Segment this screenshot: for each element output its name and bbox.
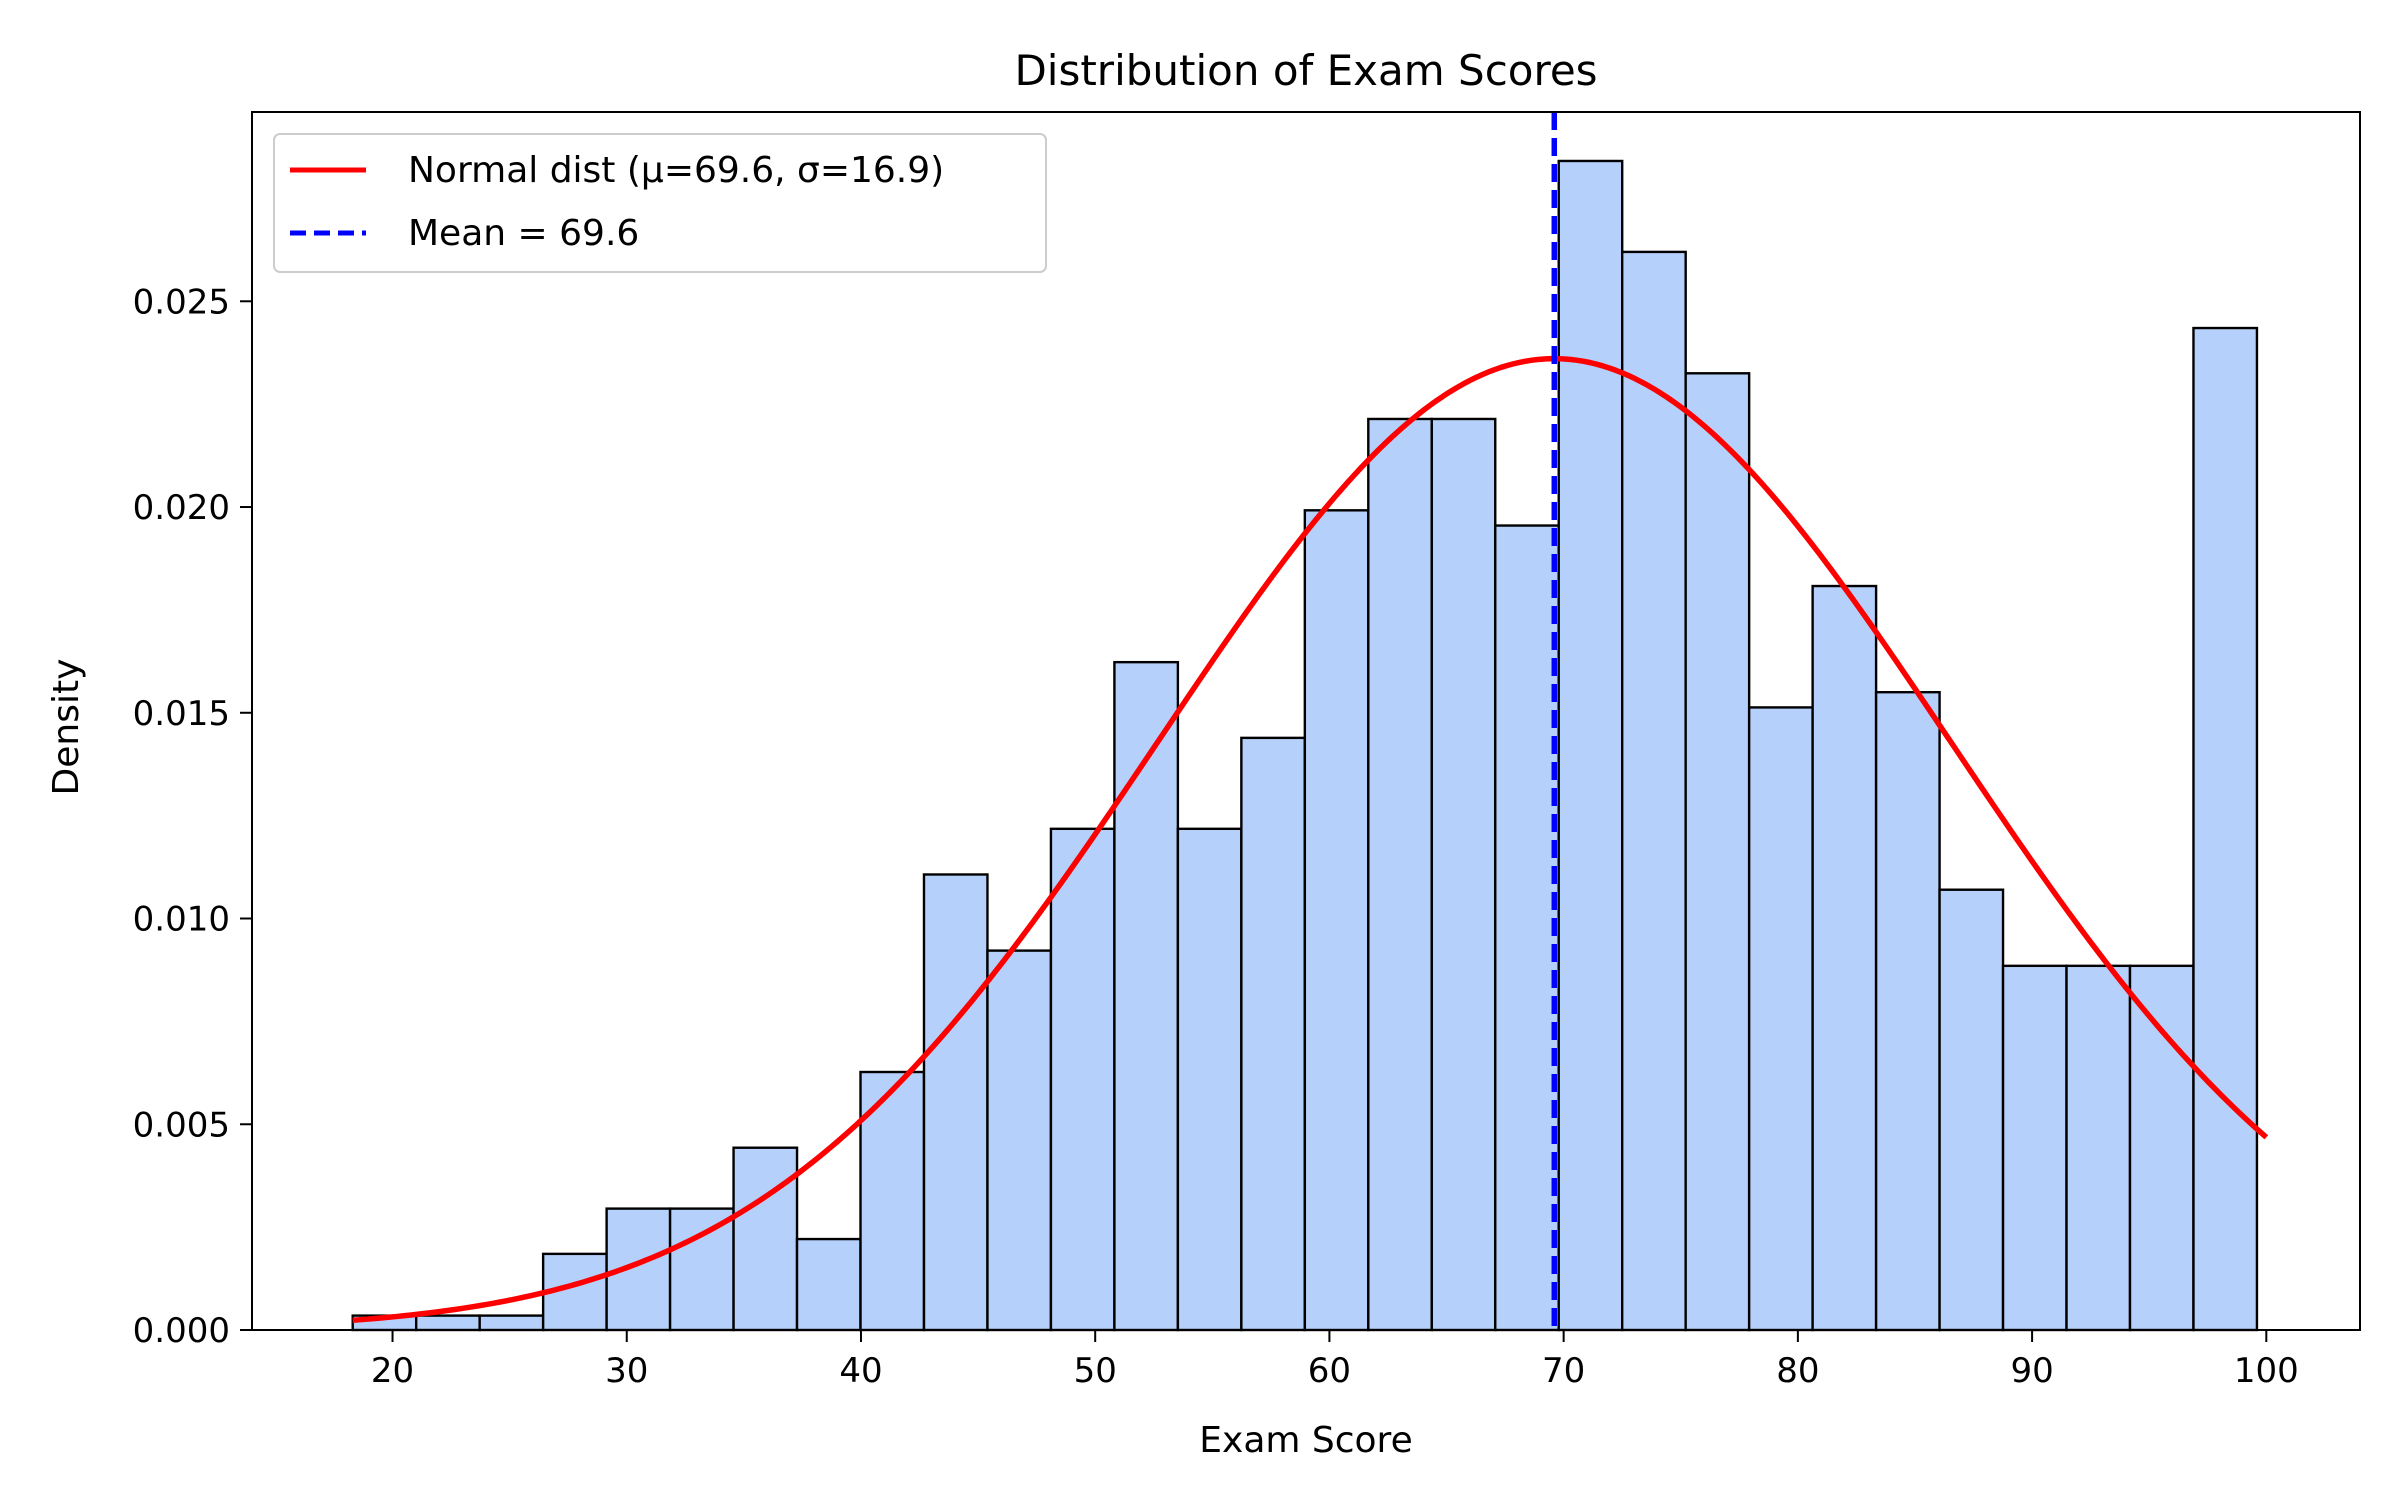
x-tick-label: 30 [605,1351,648,1391]
histogram-bar [1620,250,1687,1332]
histogram-bar [1938,888,2005,1332]
histogram-bar [1113,660,1180,1332]
histogram-bar [1557,159,1624,1332]
x-tick-label: 50 [1074,1351,1117,1391]
histogram-bar [922,873,989,1332]
normal-distribution-curve [352,355,2269,1324]
histogram-bar [2001,964,2068,1332]
y-tick-label: 0.025 [133,282,230,322]
histogram-bar [1684,372,1751,1332]
y-tick-label: 0.020 [133,488,230,528]
histogram-bar [1811,584,1878,1332]
x-tick-label: 100 [2234,1351,2299,1391]
x-tick-label: 60 [1308,1351,1351,1391]
x-tick-label: 40 [839,1351,882,1391]
x-tick-label: 70 [1542,1351,1585,1391]
x-tick-label: 90 [2010,1351,2053,1391]
histogram-bar [1494,524,1560,1332]
legend-box [273,133,1047,273]
histogram-bar [2192,326,2259,1332]
histogram-bar [1240,736,1307,1332]
histogram-bar [478,1314,545,1332]
x-axis-ticks: 20 30 40 50 60 70 80 90 100 [371,1330,2299,1391]
histogram-bar [2128,964,2195,1332]
legend-label-normal-dist: Normal dist (μ=69.6, σ=16.9) [408,150,944,191]
legend-label-mean: Mean = 69.6 [408,213,639,254]
y-tick-label: 0.005 [133,1105,230,1145]
y-axis-label: Density [46,659,87,796]
y-axis-ticks: 0.000 0.005 0.010 0.015 0.020 0.025 [133,282,252,1351]
histogram-bar [986,949,1053,1332]
x-tick-label: 80 [1776,1351,1819,1391]
plot-area-frame [251,111,2361,1331]
normal-curve-layer [352,355,2269,1324]
x-tick-label: 20 [371,1351,414,1391]
y-tick-label: 0.000 [133,1311,230,1351]
x-axis-label: Exam Score [1199,1420,1412,1461]
histogram-bar [668,1207,735,1332]
histogram-bar [1367,417,1433,1332]
histogram-bar [2065,964,2132,1332]
histogram-bar [1049,827,1116,1332]
histogram-bar [1176,827,1243,1332]
y-tick-label: 0.015 [133,694,230,734]
legend: Normal dist (μ=69.6, σ=16.9) Mean = 69.6 [273,133,1047,273]
histogram-bar [1747,706,1814,1332]
histogram-bar [1874,690,1941,1332]
histogram-bar [1430,417,1497,1332]
histogram-bars [351,159,2259,1332]
chart-title: Distribution of Exam Scores [1014,46,1597,95]
histogram-bar [795,1237,862,1332]
histogram-bar [732,1146,799,1332]
histogram-bar [1303,509,1370,1332]
y-tick-label: 0.010 [133,900,230,940]
histogram-bar [414,1314,481,1332]
